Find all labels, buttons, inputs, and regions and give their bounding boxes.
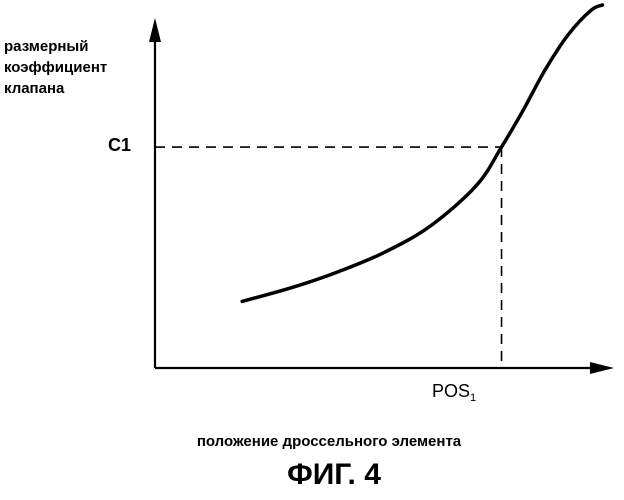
valve-coefficient-curve: [240, 3, 605, 304]
y-axis-label: размерный коэффициент клапана: [4, 36, 144, 99]
x-axis-label: положение дроссельного элемента: [196, 433, 462, 450]
x-axis-arrowhead: [590, 362, 614, 374]
y-axis-label-line: клапана: [4, 80, 65, 97]
pos1-tick-label: POS1: [432, 381, 476, 404]
pos1-tick-subscript: 1: [470, 392, 477, 404]
y-axis-label-line: размерный: [4, 38, 89, 55]
y-axis-label-line: коэффициент: [4, 59, 108, 76]
y-axis-arrowhead: [149, 18, 161, 42]
figure-caption: ФИГ. 4: [287, 458, 381, 491]
c1-tick-label: C1: [108, 135, 132, 155]
pos1-tick-main: POS: [432, 381, 471, 401]
